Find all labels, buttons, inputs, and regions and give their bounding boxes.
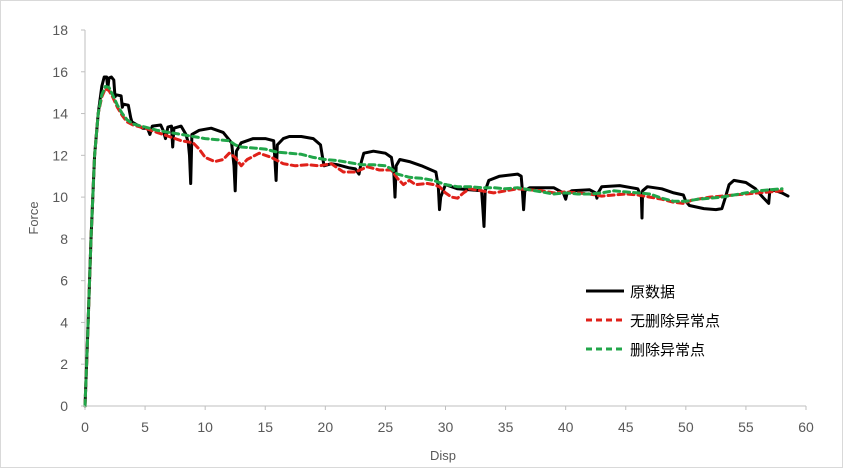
y-tick-label: 4 bbox=[60, 314, 68, 330]
x-tick-label: 25 bbox=[378, 419, 394, 435]
series-line-2 bbox=[83, 87, 784, 408]
y-tick-label: 14 bbox=[52, 106, 68, 122]
x-tick-label: 60 bbox=[798, 419, 814, 435]
y-tick-label: 2 bbox=[60, 356, 68, 372]
x-tick-label: 45 bbox=[618, 419, 634, 435]
legend-label-1: 原数据 bbox=[630, 283, 675, 301]
x-tick-label: 35 bbox=[498, 419, 514, 435]
x-axis-ticks: 0 5 10 15 20 25 30 35 40 45 50 55 60 bbox=[81, 406, 814, 435]
x-tick-label: 5 bbox=[141, 419, 149, 435]
y-axis-title: Force bbox=[26, 201, 41, 234]
y-tick-label: 0 bbox=[60, 398, 68, 414]
y-tick-label: 10 bbox=[52, 189, 68, 205]
y-tick-label: 6 bbox=[60, 273, 68, 289]
series-line-3 bbox=[83, 84, 784, 408]
x-tick-label: 20 bbox=[318, 419, 334, 435]
y-axis-ticks: 0 2 4 6 8 10 12 14 16 18 bbox=[52, 22, 85, 414]
x-tick-label: 10 bbox=[197, 419, 213, 435]
x-tick-label: 0 bbox=[81, 419, 89, 435]
legend-label-2: 无删除异常点 bbox=[630, 312, 720, 330]
x-tick-label: 55 bbox=[738, 419, 754, 435]
y-tick-label: 12 bbox=[52, 147, 68, 163]
x-tick-label: 30 bbox=[438, 419, 454, 435]
y-tick-label: 16 bbox=[52, 64, 68, 80]
x-tick-label: 50 bbox=[678, 419, 694, 435]
x-tick-label: 15 bbox=[257, 419, 273, 435]
legend-label-3: 删除异常点 bbox=[630, 341, 705, 359]
plot-area bbox=[83, 30, 806, 408]
y-tick-label: 8 bbox=[60, 231, 68, 247]
x-axis-title: Disp bbox=[430, 448, 456, 463]
y-tick-label: 18 bbox=[52, 22, 68, 38]
x-tick-label: 40 bbox=[558, 419, 574, 435]
